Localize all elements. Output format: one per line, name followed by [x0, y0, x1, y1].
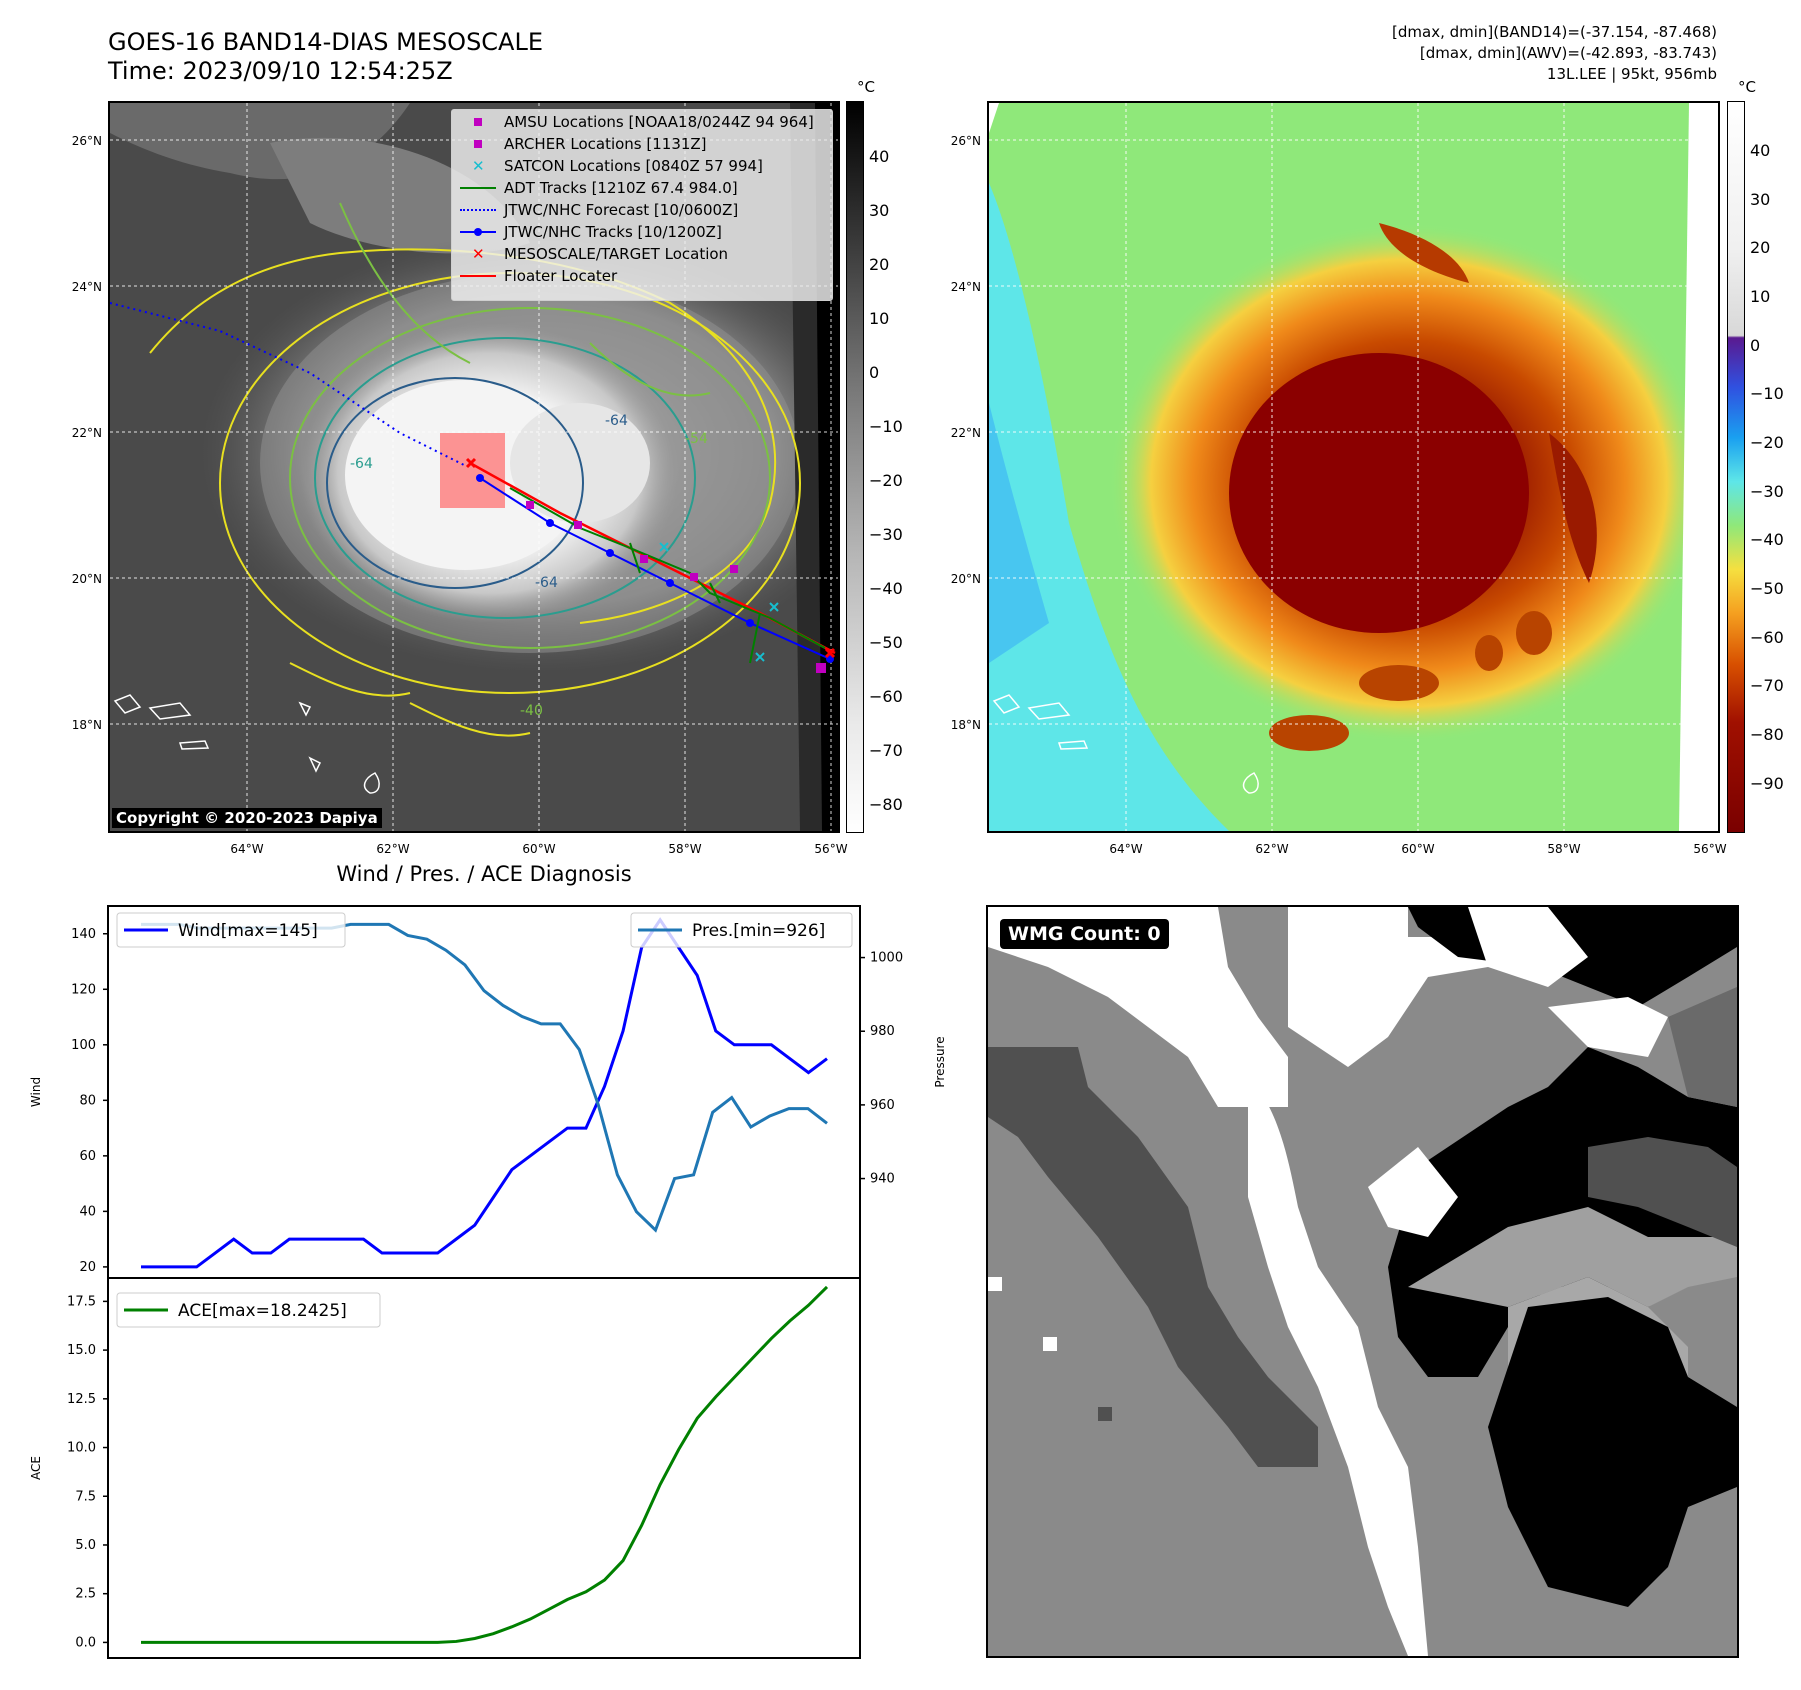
- pressure-tick-label: 940: [870, 1172, 895, 1187]
- pressure-tick-label: 980: [870, 1024, 895, 1039]
- colorbar-unit: °C: [1738, 78, 1756, 96]
- lon-label: 60°W: [1401, 842, 1435, 856]
- legend-item-archer: ARCHER Locations [1131Z]: [458, 134, 707, 154]
- wmg-image: [988, 907, 1737, 1656]
- wind-legend-label: Wind[max=145]: [178, 921, 318, 941]
- wind-axis-label: Wind: [29, 1077, 43, 1107]
- line-dot-icon: [458, 222, 498, 242]
- awv-colorbar: [1727, 101, 1745, 833]
- copyright-badge: Copyright © 2020-2023 Dapiya: [112, 808, 382, 828]
- lon-label: 62°W: [1255, 842, 1289, 856]
- lat-label: 24°N: [950, 280, 981, 294]
- contour-label: -64: [605, 413, 628, 429]
- ace-tick-label: 15.0: [67, 1343, 96, 1358]
- legend-item-forecast: JTWC/NHC Forecast [10/0600Z]: [458, 200, 738, 220]
- pressure-tick-label: 960: [870, 1098, 895, 1113]
- figure-time: Time: 2023/09/10 12:54:25Z: [108, 57, 453, 85]
- lon-label: 62°W: [376, 842, 410, 856]
- contour-label: -54: [685, 431, 708, 447]
- lat-label: 18°N: [71, 718, 102, 732]
- pressure-legend-box: [630, 912, 853, 948]
- wmg-panel: WMG Count: 0: [986, 905, 1739, 1658]
- line-marker-icon: [458, 266, 498, 286]
- ace-panel-frame: [107, 1277, 861, 1659]
- lon-label: 60°W: [522, 842, 556, 856]
- awv-range-text: [dmax, dmin](AWV)=(-42.893, -83.743): [1419, 44, 1717, 62]
- contour-label: -64: [350, 456, 373, 472]
- ace-legend-label: ACE[max=18.2425]: [178, 1301, 347, 1321]
- wind-tick-label: 100: [71, 1038, 96, 1053]
- diagnosis-charts: 20 40 60 80 100 120 140 940 960 980 1000 Wind Pressu…: [29, 905, 947, 1659]
- pressure-series-line: [141, 922, 828, 1233]
- dotted-line-icon: [458, 200, 498, 220]
- awv-imagery: [989, 103, 1718, 831]
- wind-tick-label: 120: [71, 982, 96, 997]
- band14-colorbar: [846, 101, 864, 833]
- ace-tick-label: 2.5: [75, 1587, 96, 1602]
- wind-legend-box: [116, 912, 346, 948]
- wind-tick-label: 140: [71, 927, 96, 942]
- wind-tick-label: 80: [79, 1093, 96, 1108]
- wind-tick-label: 40: [79, 1204, 96, 1219]
- legend-item-amsu: AMSU Locations [NOAA18/0244Z 94 964]: [458, 112, 814, 132]
- lon-label: 58°W: [1547, 842, 1581, 856]
- band14-range-text: [dmax, dmin](BAND14)=(-37.154, -87.468): [1392, 23, 1717, 41]
- ace-tick-label: 7.5: [75, 1489, 96, 1504]
- contour-label: -64: [535, 575, 558, 591]
- wmg-count-badge: WMG Count: 0: [1000, 919, 1169, 949]
- x-marker-icon: ✕: [472, 157, 485, 175]
- lat-label: 26°N: [71, 134, 102, 148]
- pressure-legend-label: Pres.[min=926]: [692, 921, 825, 941]
- lat-label: 24°N: [71, 280, 102, 294]
- lat-label: 22°N: [71, 426, 102, 440]
- wind-panel-frame: [107, 905, 861, 1279]
- line-marker-icon: [458, 178, 498, 198]
- storm-info-text: 13L.LEE | 95kt, 956mb: [1546, 65, 1717, 83]
- ace-tick-label: 10.0: [67, 1441, 96, 1456]
- lat-label: 26°N: [950, 134, 981, 148]
- x-marker-icon: ✕: [472, 245, 485, 263]
- wind-tick-label: 60: [79, 1149, 96, 1164]
- ace-tick-label: 0.0: [75, 1635, 96, 1650]
- lat-label: 20°N: [950, 572, 981, 586]
- pressure-axis-label: Pressure: [933, 1036, 947, 1087]
- ace-tick-label: 5.0: [75, 1538, 96, 1553]
- legend-item-tracks: JTWC/NHC Tracks [10/1200Z]: [458, 222, 722, 242]
- pressure-tick-label: 1000: [870, 951, 903, 966]
- legend-item-satcon: ✕ SATCON Locations [0840Z 57 994]: [458, 156, 763, 176]
- lon-label: 64°W: [1109, 842, 1143, 856]
- lat-label: 22°N: [950, 426, 981, 440]
- lon-label: 56°W: [1693, 842, 1727, 856]
- ace-tick-label: 12.5: [67, 1392, 96, 1407]
- legend-item-adt: ADT Tracks [1210Z 67.4 984.0]: [458, 178, 738, 198]
- figure-title: GOES-16 BAND14-DIAS MESOSCALE: [108, 28, 544, 56]
- lat-label: 20°N: [71, 572, 102, 586]
- wind-tick-label: 20: [79, 1260, 96, 1275]
- legend-item-target: ✕ MESOSCALE/TARGET Location: [458, 244, 728, 264]
- ace-axis-label: ACE: [29, 1456, 43, 1480]
- ace-series-line: [141, 1285, 829, 1644]
- lat-label: 18°N: [950, 718, 981, 732]
- chart-title: Wind / Pres. / ACE Diagnosis: [336, 862, 632, 886]
- map-legend: AMSU Locations [NOAA18/0244Z 94 964] ARC…: [451, 109, 833, 301]
- band14-map: -64 -64 -54 -40 -64 AMSU Locations [NOAA…: [108, 101, 840, 833]
- lon-label: 58°W: [668, 842, 702, 856]
- lon-label: 56°W: [814, 842, 848, 856]
- colorbar-unit: °C: [857, 78, 875, 96]
- square-marker-icon: [458, 134, 498, 154]
- square-marker-icon: [458, 112, 498, 132]
- lon-label: 64°W: [230, 842, 264, 856]
- wind-series-line: [141, 917, 828, 1269]
- ace-tick-label: 17.5: [67, 1294, 96, 1309]
- ace-legend-box: [116, 1292, 381, 1328]
- contour-label: -40: [520, 703, 543, 719]
- legend-item-floater: Floater Locater: [458, 266, 617, 286]
- awv-map: [987, 101, 1720, 833]
